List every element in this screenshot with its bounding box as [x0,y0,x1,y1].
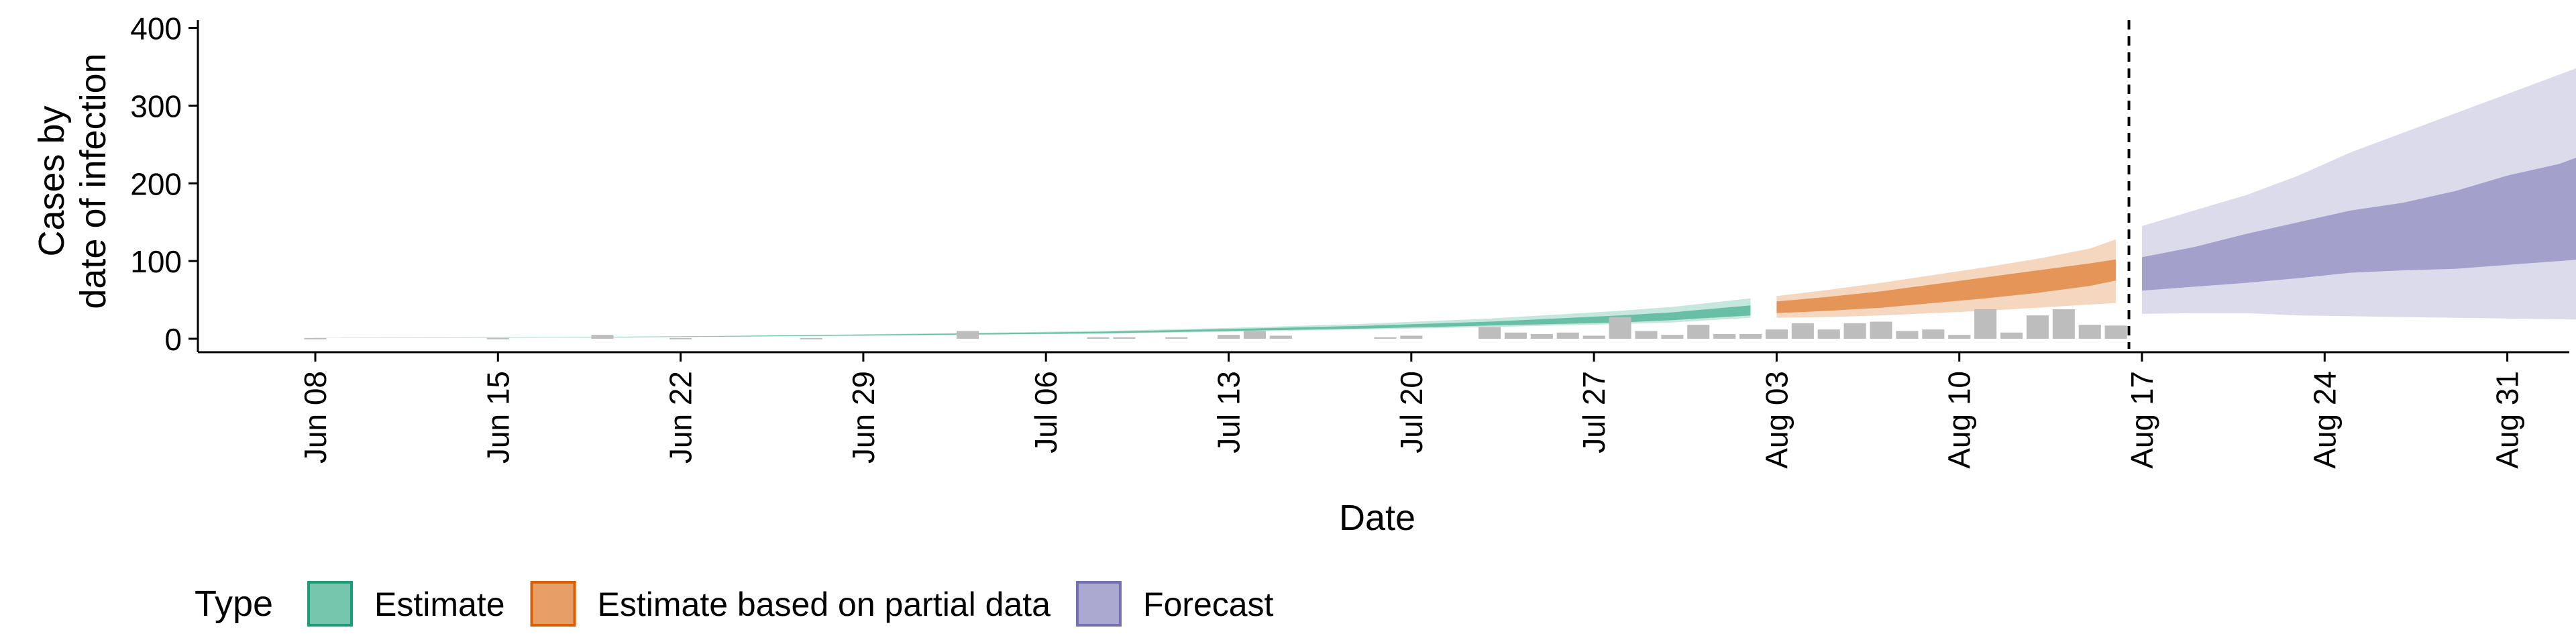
case-bar [957,331,979,339]
x-axis-title: Date [1339,498,1415,538]
observed-cases-bars [304,309,2127,339]
case-bar [1087,337,1110,339]
axis-labels: Date Cases by date of infection [32,53,1415,538]
x-tick-label: Aug 10 [1942,371,1977,469]
y-tick-label: 0 [164,322,182,357]
band-inner-estimate-based-on-partial-data [1776,259,2116,313]
x-tick-label: Jun 22 [663,371,698,464]
case-bar [1243,331,1266,339]
case-bar [1113,337,1136,339]
case-bar [1817,329,1840,339]
case-bar [1218,335,1240,339]
y-tick-label: 300 [130,89,182,123]
legend-swatch [1075,581,1122,627]
case-bar [1687,325,1710,339]
legend-label: Forecast [1143,586,1274,623]
case-bar [1713,334,1736,339]
case-bar [1479,327,1501,339]
case-bar [591,335,614,339]
case-bar [1739,334,1762,339]
case-bar [2104,325,2127,339]
y-axis-title: Cases by date of infection [32,53,113,309]
case-bar [669,337,692,339]
case-bar [486,337,509,339]
band-inner-estimate [315,305,1751,338]
case-bar [1948,335,1971,339]
legend-label: Estimate based on partial data [598,586,1051,623]
case-bar [1922,329,1945,339]
case-bar [1582,335,1605,339]
case-bar [1791,323,1814,339]
case-bar [304,337,327,339]
case-bar [1530,334,1553,339]
case-bar [1165,337,1188,339]
case-bar [2078,325,2101,339]
case-bar [1765,329,1788,339]
case-bar [1661,335,1684,339]
case-bar [1896,331,1919,339]
case-bar [800,337,822,339]
x-tick-label: Aug 24 [2307,371,2342,469]
case-bar [1870,321,1892,339]
x-tick-label: Jun 29 [846,371,881,464]
y-axis-title-line-1: Cases by [32,105,72,256]
case-bar [2052,309,2075,339]
x-tick-label: Aug 17 [2125,371,2159,469]
x-tick-label: Jun 15 [480,371,515,464]
case-bar [1843,323,1866,339]
case-bar [1504,332,1527,339]
legend: Type Estimate Estimate based on partial d… [195,581,1274,627]
y-axis-title-line-2: date of infection [73,53,113,309]
case-bar [1400,335,1423,339]
case-bar [1269,335,1292,339]
axes: 0 100 200 300 400 Jun 08 Jun 15 Jun 22 Jun 29 Jul… [130,11,2569,469]
x-tick-label: Jul 27 [1576,371,1611,453]
legend-swatch [530,581,576,627]
case-bar [1374,337,1397,339]
y-tick-label: 400 [130,11,182,46]
y-tick-label: 100 [130,244,182,279]
x-tick-label: Jul 20 [1394,371,1429,453]
legend-swatch [307,581,353,627]
legend-title: Type [195,584,273,624]
case-bar [1609,317,1631,339]
band-outer-estimate [315,298,1751,339]
legend-label: Estimate [374,586,505,623]
x-tick-label: Aug 03 [1759,371,1794,469]
x-tick-label: Jun 08 [298,371,333,464]
x-tick-label: Jul 13 [1212,371,1246,453]
case-bar [1556,332,1579,339]
x-tick-label: Aug 31 [2490,371,2525,469]
case-bar [2000,332,2023,339]
y-tick-label: 200 [130,166,182,201]
x-tick-label: Jul 06 [1028,371,1063,453]
band-inner-forecast [2142,158,2576,291]
interval-bands [315,68,2576,339]
case-bar [2026,315,2049,339]
case-bar [1974,309,1997,339]
case-bar [1635,331,1658,339]
